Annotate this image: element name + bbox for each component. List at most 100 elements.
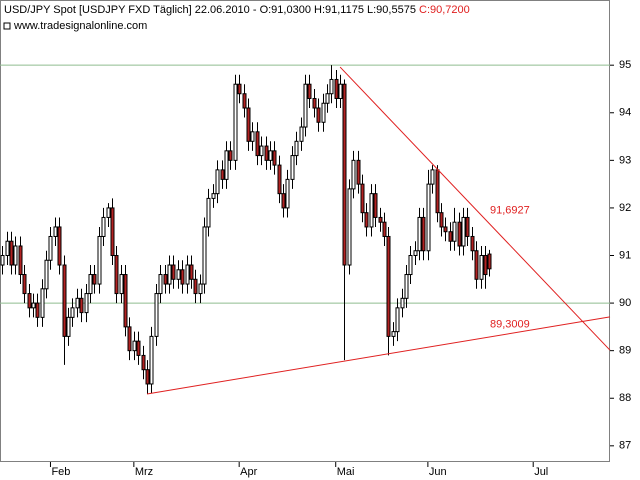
y-tick-label: 91 bbox=[619, 249, 631, 261]
y-tick-label: 90 bbox=[619, 297, 631, 309]
candle-body bbox=[193, 278, 198, 295]
candle-body bbox=[413, 250, 418, 257]
candle-body bbox=[106, 207, 111, 218]
candle-body bbox=[334, 78, 339, 99]
candle-body bbox=[0, 255, 5, 266]
candle-body bbox=[27, 293, 32, 309]
candle-body bbox=[132, 340, 137, 352]
candle-body bbox=[189, 264, 194, 280]
y-tick-label: 87 bbox=[619, 440, 631, 452]
candle-body bbox=[35, 302, 40, 318]
candle-body bbox=[338, 83, 343, 99]
y-tick-label: 89 bbox=[619, 345, 631, 357]
candle-body bbox=[202, 226, 207, 285]
candle-body bbox=[66, 316, 71, 337]
candle-body bbox=[114, 255, 119, 295]
candle-body bbox=[281, 193, 286, 209]
candle-body bbox=[430, 169, 435, 185]
candle-body bbox=[110, 207, 115, 257]
y-tick-label: 93 bbox=[619, 154, 631, 166]
candle-body bbox=[228, 150, 233, 161]
candle-body bbox=[483, 255, 488, 276]
candle-body bbox=[70, 307, 75, 318]
candle-body bbox=[312, 97, 317, 109]
trendline-label: 91,6927 bbox=[490, 204, 530, 216]
candle-body bbox=[439, 212, 444, 228]
subtitle: www.tradesignalonline.com bbox=[13, 20, 147, 32]
subtitle-icon bbox=[3, 22, 11, 30]
candle-body bbox=[303, 83, 308, 128]
candle-body bbox=[268, 150, 273, 161]
candle-body bbox=[18, 245, 23, 276]
x-tick-label: Jul bbox=[534, 466, 548, 478]
candle-body bbox=[57, 226, 62, 266]
candle-body bbox=[443, 226, 448, 233]
candle-body bbox=[373, 193, 378, 218]
x-tick-label: Apr bbox=[240, 466, 257, 478]
candle-body bbox=[307, 83, 312, 99]
candle-body bbox=[461, 216, 466, 247]
candle-body bbox=[79, 297, 84, 314]
candle-body bbox=[53, 226, 58, 237]
candle-body bbox=[277, 164, 282, 195]
candle-body bbox=[321, 102, 326, 123]
candle-body bbox=[342, 83, 347, 266]
candle-body bbox=[233, 83, 238, 161]
candle-body bbox=[13, 245, 18, 266]
candle-body bbox=[88, 274, 93, 295]
candle-body bbox=[215, 169, 220, 195]
candle-body bbox=[421, 216, 426, 252]
trendline bbox=[339, 66, 611, 351]
candle-body bbox=[285, 178, 290, 209]
x-tick-label: Mrz bbox=[135, 466, 153, 478]
trendline-label: 89,3009 bbox=[490, 318, 530, 330]
candle-body bbox=[31, 302, 36, 309]
candle-body bbox=[171, 264, 176, 280]
candle-body bbox=[316, 107, 321, 123]
candle-body bbox=[272, 150, 277, 166]
candle-body bbox=[382, 221, 387, 237]
candle-body bbox=[97, 235, 102, 285]
candle-body bbox=[426, 183, 431, 252]
candle-body bbox=[22, 274, 27, 295]
x-tick-label: Feb bbox=[51, 466, 70, 478]
candle-body bbox=[145, 369, 150, 385]
y-tick-label: 95 bbox=[619, 59, 631, 71]
candle-body bbox=[452, 221, 457, 242]
candle-body bbox=[48, 235, 53, 261]
candle-body bbox=[180, 269, 185, 285]
candle-body bbox=[290, 155, 295, 180]
x-tick-label: Jun bbox=[429, 466, 447, 478]
y-tick-label: 88 bbox=[619, 392, 631, 404]
candle-body bbox=[154, 293, 159, 337]
candle-body bbox=[224, 150, 229, 180]
candle-body bbox=[246, 107, 251, 142]
candle-body bbox=[9, 240, 14, 266]
title-close: C:90,7200 bbox=[419, 4, 470, 16]
candle-body bbox=[141, 354, 146, 371]
candle-body bbox=[360, 183, 365, 214]
candle-body bbox=[264, 145, 269, 161]
candle-body bbox=[435, 169, 440, 214]
candle-body bbox=[44, 259, 49, 290]
candle-body bbox=[237, 83, 242, 95]
candle-body bbox=[294, 140, 299, 157]
candle-body bbox=[75, 297, 80, 309]
candle-body bbox=[123, 274, 128, 328]
candle-body bbox=[448, 231, 453, 242]
candle-body bbox=[149, 335, 154, 385]
candle-body bbox=[136, 340, 141, 356]
candle-body bbox=[84, 293, 89, 314]
candle-body bbox=[92, 274, 97, 285]
candle-body bbox=[404, 274, 409, 299]
candle-body bbox=[198, 283, 203, 295]
candle-body bbox=[378, 216, 383, 223]
candle-body bbox=[465, 216, 470, 237]
candle-body bbox=[40, 288, 45, 318]
candle-body bbox=[101, 216, 106, 237]
candle-body bbox=[386, 235, 391, 337]
candle-body bbox=[400, 297, 405, 309]
candle-body bbox=[325, 93, 330, 104]
y-tick-label: 92 bbox=[619, 202, 631, 214]
